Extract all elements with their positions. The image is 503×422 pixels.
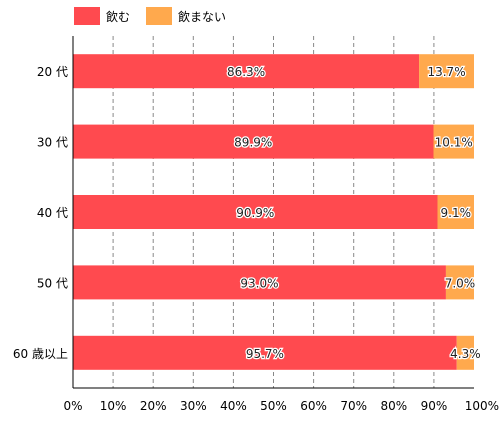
category-label: 40 代 <box>37 206 68 220</box>
x-tick-label: 90% <box>421 399 448 413</box>
bar-segment <box>73 124 434 159</box>
bar-segment <box>433 124 474 159</box>
bar-segment <box>73 54 420 89</box>
data-label: 9.1% <box>441 206 472 220</box>
x-tick-label: 30% <box>180 399 207 413</box>
bar-segment <box>437 195 474 229</box>
legend-swatch-drink <box>74 7 100 25</box>
bar-segment <box>456 335 474 370</box>
x-tick-label: 50% <box>260 399 287 413</box>
data-label: 95.7% <box>246 347 284 361</box>
category-label: 60 歳以上 <box>13 347 68 361</box>
category-label: 20 代 <box>37 65 68 79</box>
x-tick-label: 60% <box>300 399 327 413</box>
data-label: 7.0% <box>445 276 476 290</box>
legend-item-drink: 飲む <box>74 7 130 25</box>
data-label: 90.9% <box>236 206 274 220</box>
bar-segment <box>419 54 474 89</box>
category-label: 30 代 <box>37 136 68 150</box>
x-tick-label: 70% <box>340 399 367 413</box>
x-tick-label: 0% <box>63 399 82 413</box>
x-tick-label: 10% <box>100 399 127 413</box>
data-label: 13.7% <box>427 65 465 79</box>
legend-swatch-not-drink <box>146 7 173 25</box>
data-label: 93.0% <box>240 276 278 290</box>
data-label: 10.1% <box>435 136 473 150</box>
category-label: 50 代 <box>37 276 68 290</box>
bar-segment <box>73 195 438 229</box>
legend-label-not-drink: 飲まない <box>178 9 227 24</box>
bar-segment <box>73 265 446 300</box>
data-label: 89.9% <box>234 136 272 150</box>
x-tick-label: 80% <box>380 399 407 413</box>
data-label: 86.3% <box>227 65 265 79</box>
legend-item-not-drink: 飲まない <box>146 7 226 25</box>
data-label: 4.3% <box>450 347 481 361</box>
x-tick-label: 20% <box>140 399 167 413</box>
bar-segment <box>73 335 457 370</box>
x-tick-label: 100% <box>465 399 499 413</box>
legend-label-drink: 飲む <box>106 9 131 24</box>
legend: 飲む 飲まない <box>74 7 242 25</box>
x-tick-label: 40% <box>220 399 247 413</box>
bar-segment <box>445 265 474 300</box>
